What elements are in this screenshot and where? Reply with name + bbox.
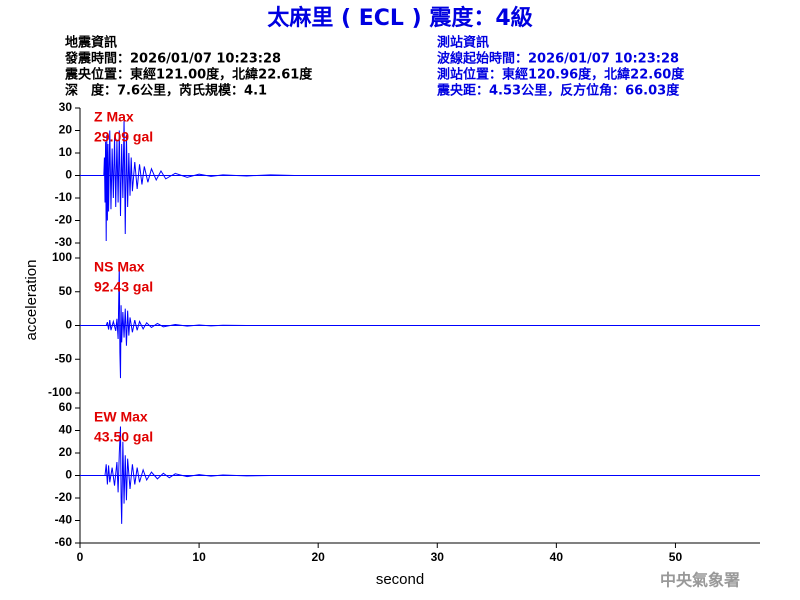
annotation: 43.50 gal [94,429,153,445]
annotation: Z Max [94,109,134,125]
y-tick-label: 100 [52,250,72,264]
y-tick-label: -20 [55,490,73,504]
footer: 中央氣象署 [660,571,740,590]
y-tick-label: 0 [65,168,72,182]
station-info: 測站資訊 [437,35,489,51]
y-tick-label: -50 [55,351,73,365]
annotation: NS Max [94,259,145,275]
y-tick-label: 20 [59,123,73,137]
x-tick-label: 30 [431,550,445,564]
x-tick-label: 10 [192,550,206,564]
y-tick-label: 0 [65,468,72,482]
x-tick-label: 50 [669,550,683,564]
y-tick-label: 30 [59,100,73,114]
y-tick-label: -20 [55,213,73,227]
x-tick-label: 0 [77,550,84,564]
y-tick-label: -10 [55,190,73,204]
annotation: 29.09 gal [94,129,153,145]
annotation: 92.43 gal [94,279,153,295]
y-tick-label: 0 [65,318,72,332]
waveform [80,263,759,379]
y-tick-label: -100 [48,385,72,399]
x-axis-label: second [376,571,424,588]
y-tick-label: 50 [59,284,73,298]
y-tick-label: -30 [55,235,73,249]
station-info: 震央距：4.53公里，反方位角：66.03度 [436,83,680,99]
event-info: 發震時間：2026/01/07 10:23:28 [64,51,281,67]
x-tick-label: 20 [311,550,325,564]
station-info: 波線起始時間：2026/01/07 10:23:28 [437,51,679,67]
y-tick-label: 40 [59,423,73,437]
y-tick-label: 60 [59,400,73,414]
y-tick-label: 10 [59,145,73,159]
waveform [80,426,759,524]
chart-title: 太麻里 ( ECL ) 震度：4級 [267,5,532,31]
x-tick-label: 40 [550,550,564,564]
station-info: 測站位置：東經120.96度，北緯22.60度 [437,67,685,83]
y-tick-label: -60 [55,535,73,549]
y-axis-label: acceleration [23,260,40,341]
y-tick-label: -40 [55,513,73,527]
event-info: 深 度：7.6公里，芮氏規模：4.1 [65,83,267,99]
y-tick-label: 20 [59,445,73,459]
waveform [80,119,759,241]
event-info: 地震資訊 [65,35,117,51]
annotation: EW Max [94,409,148,425]
event-info: 震央位置：東經121.00度，北緯22.61度 [64,67,313,83]
